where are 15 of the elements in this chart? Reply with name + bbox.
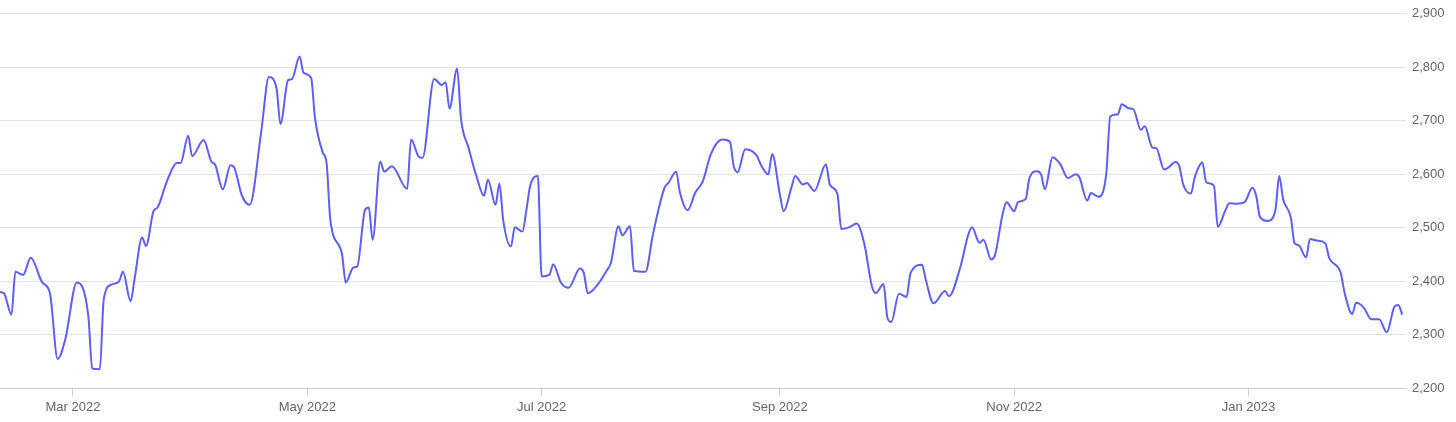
x-tick-label: May 2022 bbox=[278, 398, 336, 414]
y-tick-label: 2,700 bbox=[1412, 112, 1445, 128]
y-tick-label: 2,500 bbox=[1412, 219, 1445, 235]
y-tick-label: 2,300 bbox=[1412, 326, 1445, 342]
x-tick-label: Jan 2023 bbox=[1221, 398, 1276, 414]
x-tick-label: Nov 2022 bbox=[986, 398, 1042, 414]
y-tick-label: 2,400 bbox=[1412, 272, 1445, 288]
x-tick-label: Sep 2022 bbox=[751, 398, 808, 414]
x-tick-label: Mar 2022 bbox=[45, 398, 101, 414]
y-tick-label: 2,900 bbox=[1412, 5, 1445, 21]
line-series bbox=[0, 55, 1404, 371]
y-tick-label: 2,200 bbox=[1412, 379, 1445, 395]
y-tick-label: 2,600 bbox=[1412, 165, 1445, 181]
y-tick-label: 2,800 bbox=[1412, 58, 1445, 74]
x-tick-label: Jul 2022 bbox=[517, 398, 567, 414]
